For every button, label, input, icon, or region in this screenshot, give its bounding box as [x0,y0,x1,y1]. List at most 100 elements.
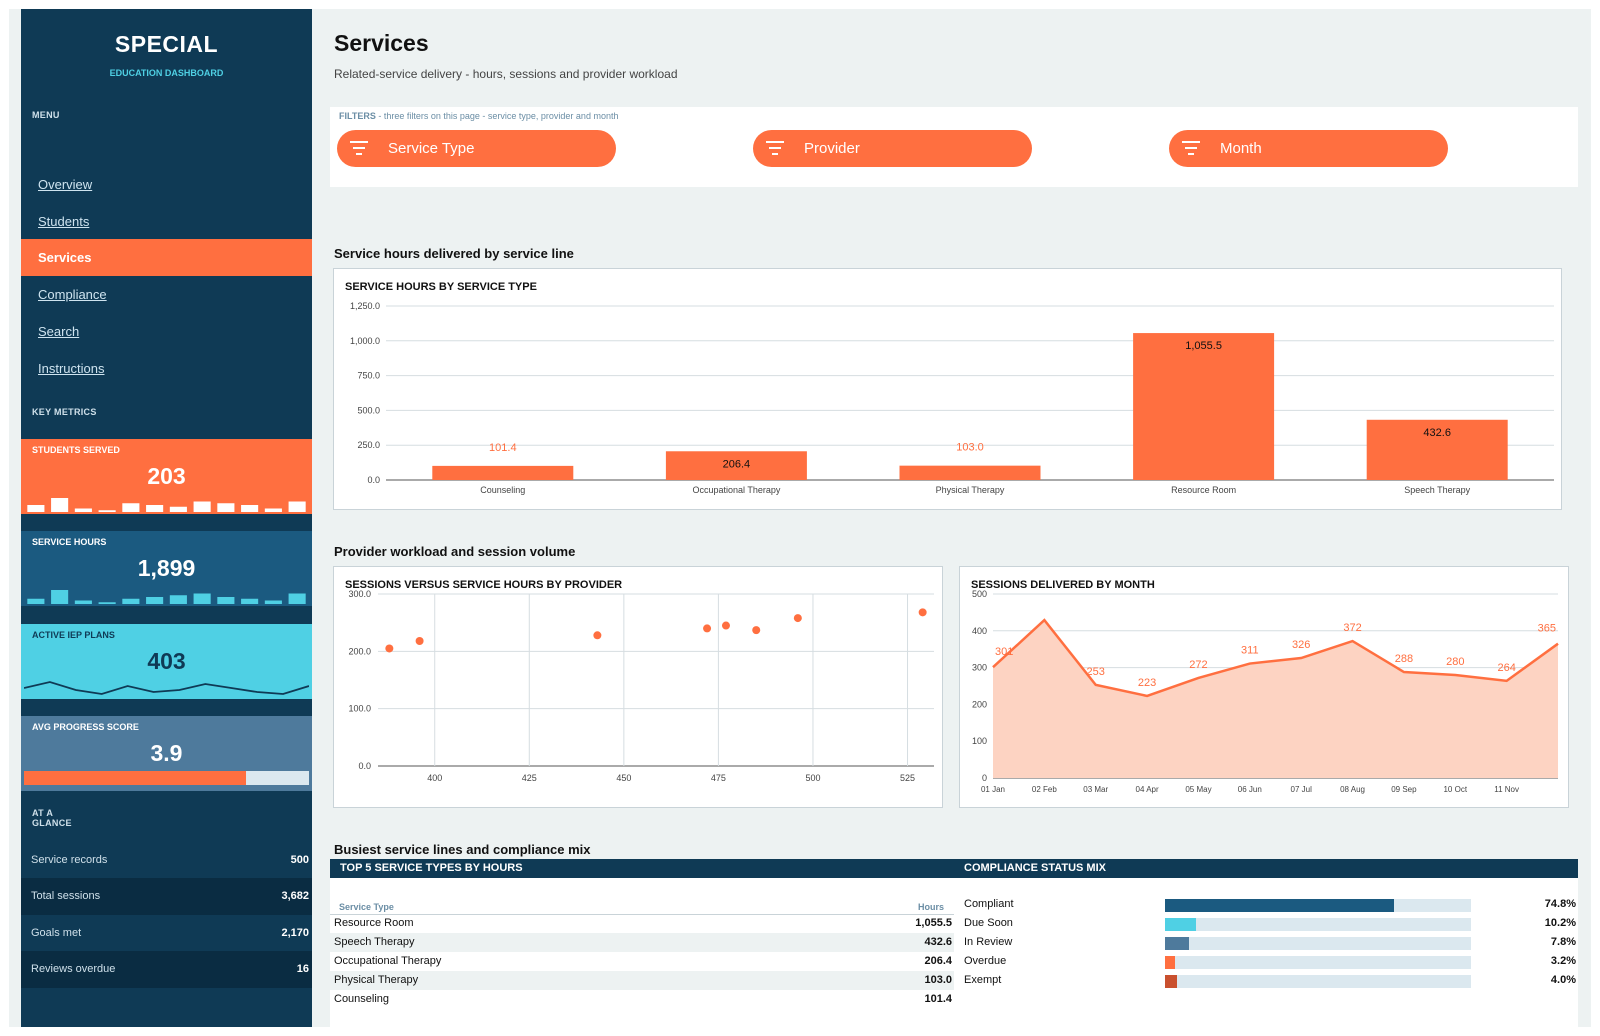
at-a-glance-label: AT A GLANCE [32,808,72,828]
x-tick-label: 08 Aug [1340,785,1365,794]
filters-caption-label: FILTERS [339,111,376,121]
kpi-value: 1,899 [137,555,196,581]
compliance-row: Due Soon 10.2% [954,914,1578,933]
glance-value: 3,682 [281,890,309,902]
kpi-label: ACTIVE IEP PLANS [32,630,115,640]
data-label: 206.4 [723,458,751,470]
spark-bar [288,593,306,604]
table-row: Occupational Therapy 206.4 [330,952,954,971]
cell-service-type: Resource Room [334,917,414,929]
nav-item-services[interactable]: Services [21,239,312,276]
filter-month-button[interactable]: Month [1169,130,1448,167]
data-label: 103.0 [956,442,984,454]
chart-title: SERVICE HOURS BY SERVICE TYPE [345,281,537,293]
x-tick-label: 450 [616,773,631,783]
chart-title: SESSIONS VERSUS SERVICE HOURS BY PROVIDE… [345,579,623,591]
data-label: 223 [1138,677,1156,689]
data-label: 1,055.5 [1185,340,1222,352]
compliance-label: Overdue [964,955,1007,967]
cell-service-type: Speech Therapy [334,936,415,948]
glance-label: Total sessions [31,890,101,902]
nav-item-overview[interactable]: Overview [38,177,93,192]
nav-item-compliance[interactable]: Compliance [38,287,107,302]
filter-service-type-button[interactable]: Service Type [337,130,616,167]
kpi-value: 3.9 [150,740,183,766]
cell-service-type: Occupational Therapy [334,955,442,967]
cell-hours: 206.4 [924,955,952,967]
key-metrics-label: KEY METRICS [32,407,97,417]
compliance-row: Compliant 74.8% [954,895,1578,914]
y-tick-label: 1,000.0 [350,336,380,346]
compliance-bar-track [1165,956,1471,969]
brand-subtitle: EDUCATION DASHBOARD [109,68,224,78]
kpi-value: 203 [147,463,186,489]
filter-label: Provider [804,140,860,157]
glance-row: Total sessions 3,682 [21,878,312,915]
spark-bar [146,597,164,604]
compliance-bar-fill [1165,937,1189,950]
cell-hours: 432.6 [924,936,952,948]
scatter-chart: 0.0 100.0 200.0 300.0 400 425 450 475 500 525 [348,589,934,783]
progress-track [24,771,309,785]
compliance-percent: 10.2% [1544,917,1576,929]
nav-item-instructions[interactable]: Instructions [38,361,105,376]
compliance-percent: 74.8% [1544,898,1576,910]
spark-bar [169,595,187,604]
spark-bar [146,505,164,512]
x-tick-label: Occupational Therapy [692,485,780,495]
x-tick-label: Counseling [480,485,525,495]
filter-icon [766,141,784,155]
bar [899,465,1041,480]
filter-label: Month [1220,140,1262,157]
spark-bar [169,506,187,512]
data-label: 311 [1241,645,1259,657]
spark-bar [288,501,306,512]
glance-row: Reviews overdue 16 [21,951,312,988]
compliance-row: Exempt 4.0% [954,971,1578,990]
y-tick-label: 100 [972,736,987,746]
data-label: 326 [1292,639,1310,651]
scatter-point [918,608,927,617]
compliance-bar-track [1165,975,1471,988]
students-sparkline [27,498,306,512]
cell-hours: 101.4 [924,993,952,1005]
top-table-title: TOP 5 SERVICE TYPES BY HOURS [340,862,523,874]
kpi-students-served: STUDENTS SERVED 203 [21,439,312,514]
y-tick-label: 200 [972,699,987,709]
y-tick-label: 500 [972,589,987,599]
glance-label: Service records [31,854,108,866]
nav-item-students[interactable]: Students [38,214,90,229]
y-tick-label: 400 [972,626,987,636]
spark-bar [98,510,116,512]
bar-chart: 0.0 250.0 500.0 750.0 1,000.0 1,250.0 101.4 Cou… [350,301,1554,495]
y-tick-label: 300.0 [348,589,371,599]
area-chart: 0 100 200 300 400 500 301 253 223 272 311 326 372 288… [972,589,1559,794]
x-tick-label: 04 Apr [1136,785,1159,794]
spark-bar [241,598,259,604]
spark-bar [122,598,140,604]
x-tick-label: 07 Jul [1291,785,1313,794]
scatter-point [415,637,424,646]
chart-title: SESSIONS DELIVERED BY MONTH [971,579,1155,591]
x-tick-label: 425 [522,773,537,783]
y-tick-label: 750.0 [357,371,380,381]
glance-row: Goals met 2,170 [21,915,312,952]
y-tick-label: 100.0 [348,704,371,714]
spark-bar [264,508,282,512]
compliance-label: Compliant [964,898,1014,910]
scatter-point [793,614,802,623]
compliance-bar-track [1165,937,1471,950]
kpi-avg-progress: AVG PROGRESS SCORE 3.9 [21,716,312,791]
spark-bar [74,508,92,512]
section-heading: Provider workload and session volume [334,544,576,559]
compliance-row: In Review 7.8% [954,933,1578,952]
filter-provider-button[interactable]: Provider [753,130,1032,167]
data-label: 272 [1189,659,1207,671]
nav-item-search[interactable]: Search [38,324,80,339]
compliance-bar-fill [1165,975,1178,988]
data-label: 372 [1343,622,1361,634]
kpi-service-hours: SERVICE HOURS 1,899 [21,531,312,606]
x-tick-label: 02 Feb [1032,785,1057,794]
scatter-point [385,644,394,653]
section-heading: Busiest service lines and compliance mix [334,842,591,857]
